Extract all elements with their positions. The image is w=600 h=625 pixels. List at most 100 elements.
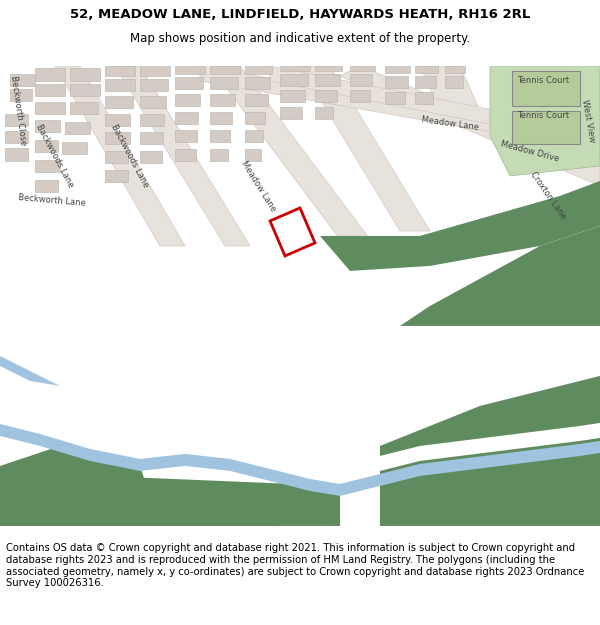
Polygon shape xyxy=(315,107,333,119)
Polygon shape xyxy=(512,71,580,106)
Polygon shape xyxy=(70,68,100,81)
Polygon shape xyxy=(315,74,340,86)
Polygon shape xyxy=(115,66,250,246)
Polygon shape xyxy=(0,411,600,481)
Polygon shape xyxy=(140,79,168,91)
Polygon shape xyxy=(5,131,28,143)
Polygon shape xyxy=(0,356,60,386)
Polygon shape xyxy=(10,74,35,86)
Polygon shape xyxy=(420,66,480,111)
Polygon shape xyxy=(35,120,60,132)
Polygon shape xyxy=(320,181,600,271)
Polygon shape xyxy=(175,66,205,74)
Polygon shape xyxy=(105,151,128,163)
Polygon shape xyxy=(210,94,235,106)
Text: West View: West View xyxy=(580,99,596,143)
Polygon shape xyxy=(245,94,268,106)
Polygon shape xyxy=(175,130,197,142)
Polygon shape xyxy=(210,112,232,124)
Polygon shape xyxy=(270,66,600,146)
Text: Meadow Lane: Meadow Lane xyxy=(239,159,277,213)
Polygon shape xyxy=(140,114,164,126)
Polygon shape xyxy=(5,114,28,126)
Polygon shape xyxy=(35,84,65,96)
Text: Croxton Lane: Croxton Lane xyxy=(528,171,568,221)
Polygon shape xyxy=(415,76,436,88)
Polygon shape xyxy=(62,142,87,154)
Polygon shape xyxy=(385,76,408,88)
Text: Backwoods Lane: Backwoods Lane xyxy=(110,122,151,189)
Text: Backwoods Lane: Backwoods Lane xyxy=(35,122,76,189)
Polygon shape xyxy=(140,96,166,108)
Polygon shape xyxy=(175,112,198,124)
Polygon shape xyxy=(245,149,261,161)
Polygon shape xyxy=(350,90,370,102)
Polygon shape xyxy=(35,140,58,152)
Polygon shape xyxy=(245,66,272,74)
Polygon shape xyxy=(105,96,133,108)
Text: 52, MEADOW LANE, LINDFIELD, HAYWARDS HEATH, RH16 2RL: 52, MEADOW LANE, LINDFIELD, HAYWARDS HEA… xyxy=(70,8,530,21)
Polygon shape xyxy=(35,68,65,81)
Polygon shape xyxy=(280,90,305,102)
Polygon shape xyxy=(210,77,238,89)
Polygon shape xyxy=(65,122,90,134)
Polygon shape xyxy=(5,148,28,161)
Polygon shape xyxy=(140,66,170,76)
Polygon shape xyxy=(210,66,390,266)
Polygon shape xyxy=(210,130,230,142)
Polygon shape xyxy=(0,476,280,526)
Polygon shape xyxy=(445,66,465,73)
Polygon shape xyxy=(105,79,135,91)
Polygon shape xyxy=(105,170,128,182)
Polygon shape xyxy=(280,107,302,119)
Polygon shape xyxy=(210,66,240,74)
Polygon shape xyxy=(280,74,308,86)
Polygon shape xyxy=(10,89,32,101)
Polygon shape xyxy=(0,424,600,496)
Text: Meadow Drive: Meadow Drive xyxy=(500,139,560,163)
Polygon shape xyxy=(300,66,430,231)
Polygon shape xyxy=(35,160,60,172)
Polygon shape xyxy=(245,77,270,89)
Polygon shape xyxy=(490,66,600,176)
Polygon shape xyxy=(385,92,405,104)
Polygon shape xyxy=(385,66,410,73)
Polygon shape xyxy=(70,84,100,96)
Polygon shape xyxy=(200,66,600,151)
Polygon shape xyxy=(35,180,58,192)
Polygon shape xyxy=(100,476,340,526)
Polygon shape xyxy=(400,226,600,326)
Polygon shape xyxy=(245,130,263,142)
Polygon shape xyxy=(415,92,433,104)
Polygon shape xyxy=(315,66,342,71)
Polygon shape xyxy=(415,66,438,73)
Polygon shape xyxy=(35,102,65,114)
Text: Map shows position and indicative extent of the property.: Map shows position and indicative extent… xyxy=(130,32,470,45)
Polygon shape xyxy=(140,151,162,163)
Polygon shape xyxy=(105,114,130,126)
Polygon shape xyxy=(0,446,160,526)
Polygon shape xyxy=(350,74,372,86)
Polygon shape xyxy=(175,77,203,89)
Polygon shape xyxy=(140,132,163,144)
Text: Meadow Lane: Meadow Lane xyxy=(421,116,479,132)
Polygon shape xyxy=(55,66,185,246)
Text: Beckworth Close: Beckworth Close xyxy=(8,76,28,146)
Text: Contains OS data © Crown copyright and database right 2021. This information is : Contains OS data © Crown copyright and d… xyxy=(6,544,584,588)
Polygon shape xyxy=(105,132,130,144)
Polygon shape xyxy=(105,66,135,76)
Polygon shape xyxy=(210,149,228,161)
Text: Tennis Court: Tennis Court xyxy=(517,111,569,121)
Polygon shape xyxy=(380,376,600,526)
Polygon shape xyxy=(175,149,196,161)
Polygon shape xyxy=(350,66,375,71)
Polygon shape xyxy=(340,66,600,186)
Text: Tennis Court: Tennis Court xyxy=(517,76,569,86)
Text: Beckworth Lane: Beckworth Lane xyxy=(18,194,86,208)
Polygon shape xyxy=(315,90,337,102)
Polygon shape xyxy=(280,66,310,71)
Polygon shape xyxy=(245,112,265,124)
Polygon shape xyxy=(175,94,200,106)
Polygon shape xyxy=(445,76,463,88)
Polygon shape xyxy=(512,111,580,144)
